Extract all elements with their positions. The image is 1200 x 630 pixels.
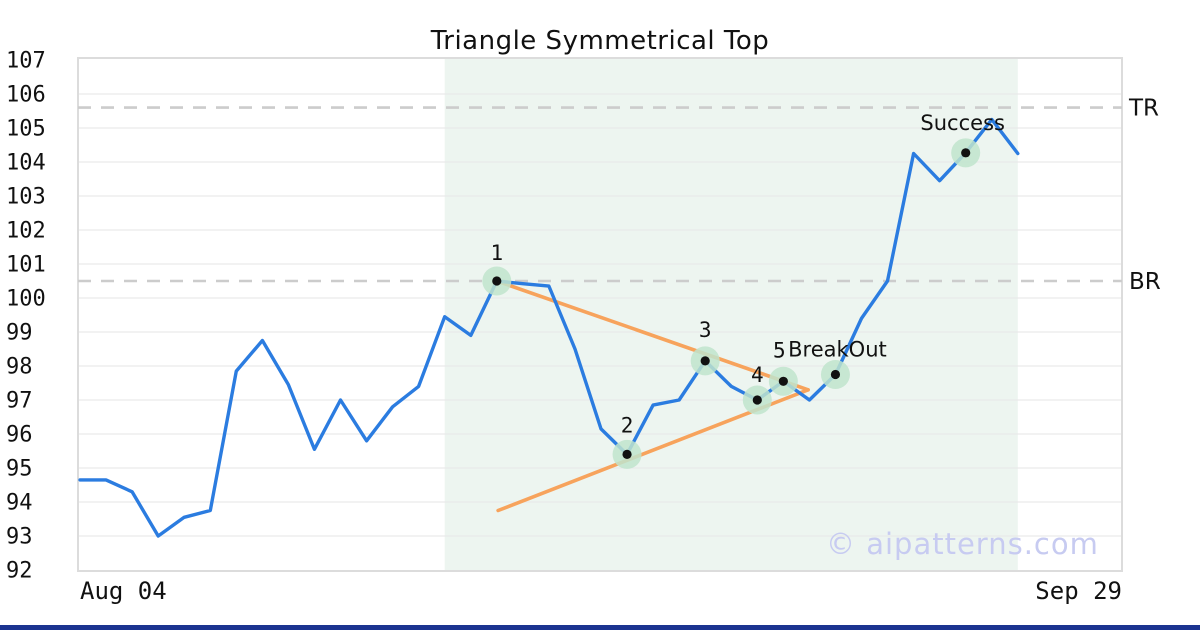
pattern-region (444, 58, 1018, 571)
y-tick-label: 93 (6, 524, 33, 549)
y-tick-label: 104 (6, 150, 46, 175)
y-tick-label: 99 (6, 320, 33, 345)
marker-dot-4 (752, 395, 762, 405)
marker-label-4: 4 (751, 363, 764, 387)
y-tick-label: 97 (6, 388, 33, 413)
marker-label-success: Success (920, 111, 1005, 135)
level-label-br: BR (1129, 269, 1161, 295)
price-line (78, 117, 1020, 538)
marker-label-2: 2 (621, 413, 634, 437)
x-tick-label-start: Aug 04 (80, 577, 167, 605)
marker-dot-3 (700, 356, 710, 366)
marker-dot-breakout (830, 369, 841, 380)
marker-dot-2 (622, 449, 632, 459)
y-tick-label: 95 (6, 456, 33, 481)
bottom-accent-bar (0, 625, 1200, 630)
level-label-tr: TR (1128, 96, 1159, 122)
marker-dot-success (961, 148, 971, 158)
y-tick-label: 102 (6, 218, 46, 243)
marker-label-3: 3 (699, 318, 712, 342)
marker-label-1: 1 (490, 241, 503, 265)
marker-label-5: 5 (773, 338, 786, 362)
y-tick-label: 96 (6, 422, 33, 447)
x-tick-label-end: Sep 29 (1035, 577, 1122, 605)
marker-dot-5 (778, 376, 788, 386)
marker-dot-1 (492, 276, 502, 286)
watermark: © aipatterns.com (826, 527, 1099, 561)
y-tick-label: 105 (6, 116, 46, 141)
y-tick-label: 106 (6, 82, 46, 107)
y-tick-label: 92 (6, 558, 33, 583)
y-tick-label: 100 (6, 286, 46, 311)
chart-title: Triangle Symmetrical Top (430, 26, 770, 56)
y-tick-label: 107 (6, 48, 46, 73)
trendline-upper (494, 279, 810, 392)
y-tick-label: 98 (6, 354, 33, 379)
marker-label-breakout: BreakOut (788, 338, 887, 362)
y-tick-label: 101 (6, 252, 46, 277)
y-tick-label: 103 (6, 184, 46, 209)
y-tick-label: 94 (6, 490, 33, 515)
plot-border (77, 57, 1123, 572)
